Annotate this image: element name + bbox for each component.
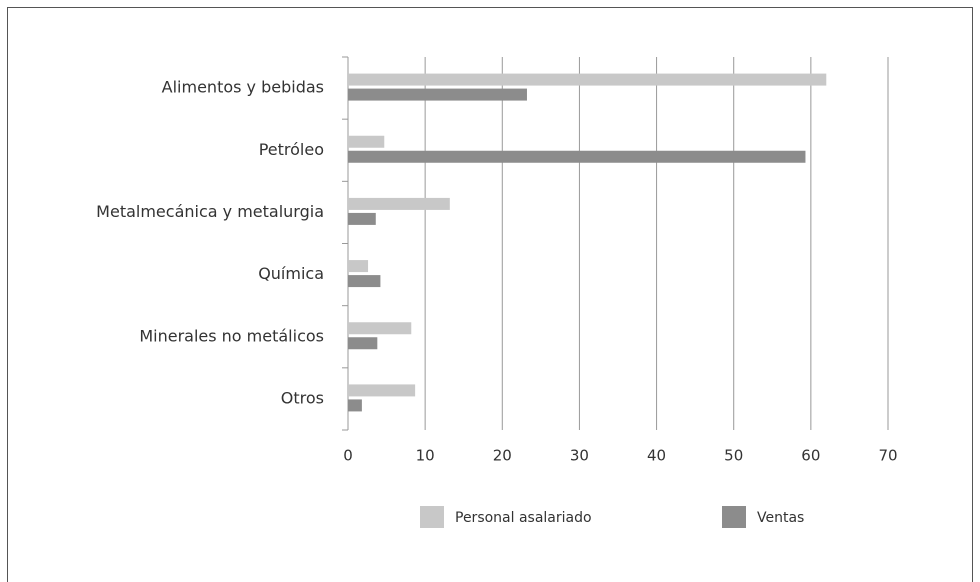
bar: [348, 88, 527, 101]
bar: [348, 73, 827, 86]
x-tick-label: 30: [570, 447, 589, 465]
legend-swatch: [420, 506, 444, 528]
x-tick-label: 10: [416, 447, 435, 465]
bar: [348, 322, 412, 335]
bar: [348, 212, 376, 225]
bar: [348, 337, 378, 350]
bar: [348, 135, 385, 148]
y-tick-label: Otros: [281, 388, 324, 407]
bar: [348, 150, 806, 163]
x-tick-label: 0: [343, 447, 353, 465]
x-tick-label: 50: [724, 447, 743, 465]
x-tick-label: 70: [878, 447, 897, 465]
y-tick-label: Alimentos y bebidas: [162, 78, 324, 97]
legend-label: Personal asalariado: [455, 510, 592, 526]
legend-swatch: [722, 506, 746, 528]
bar: [348, 399, 362, 412]
x-tick-label: 20: [493, 447, 512, 465]
y-tick-label: Metalmecánica y metalurgia: [96, 202, 324, 221]
y-tick-label: Petróleo: [259, 140, 324, 159]
x-tick-label: 40: [647, 447, 666, 465]
bar: [348, 197, 450, 210]
bar: [348, 260, 369, 273]
x-tick-label: 60: [801, 447, 820, 465]
bar: [348, 384, 416, 397]
legend-label: Ventas: [757, 510, 804, 526]
frame: [7, 7, 973, 582]
y-tick-label: Minerales no metálicos: [139, 326, 324, 345]
y-tick-label: Química: [258, 264, 324, 283]
bar: [348, 275, 381, 288]
